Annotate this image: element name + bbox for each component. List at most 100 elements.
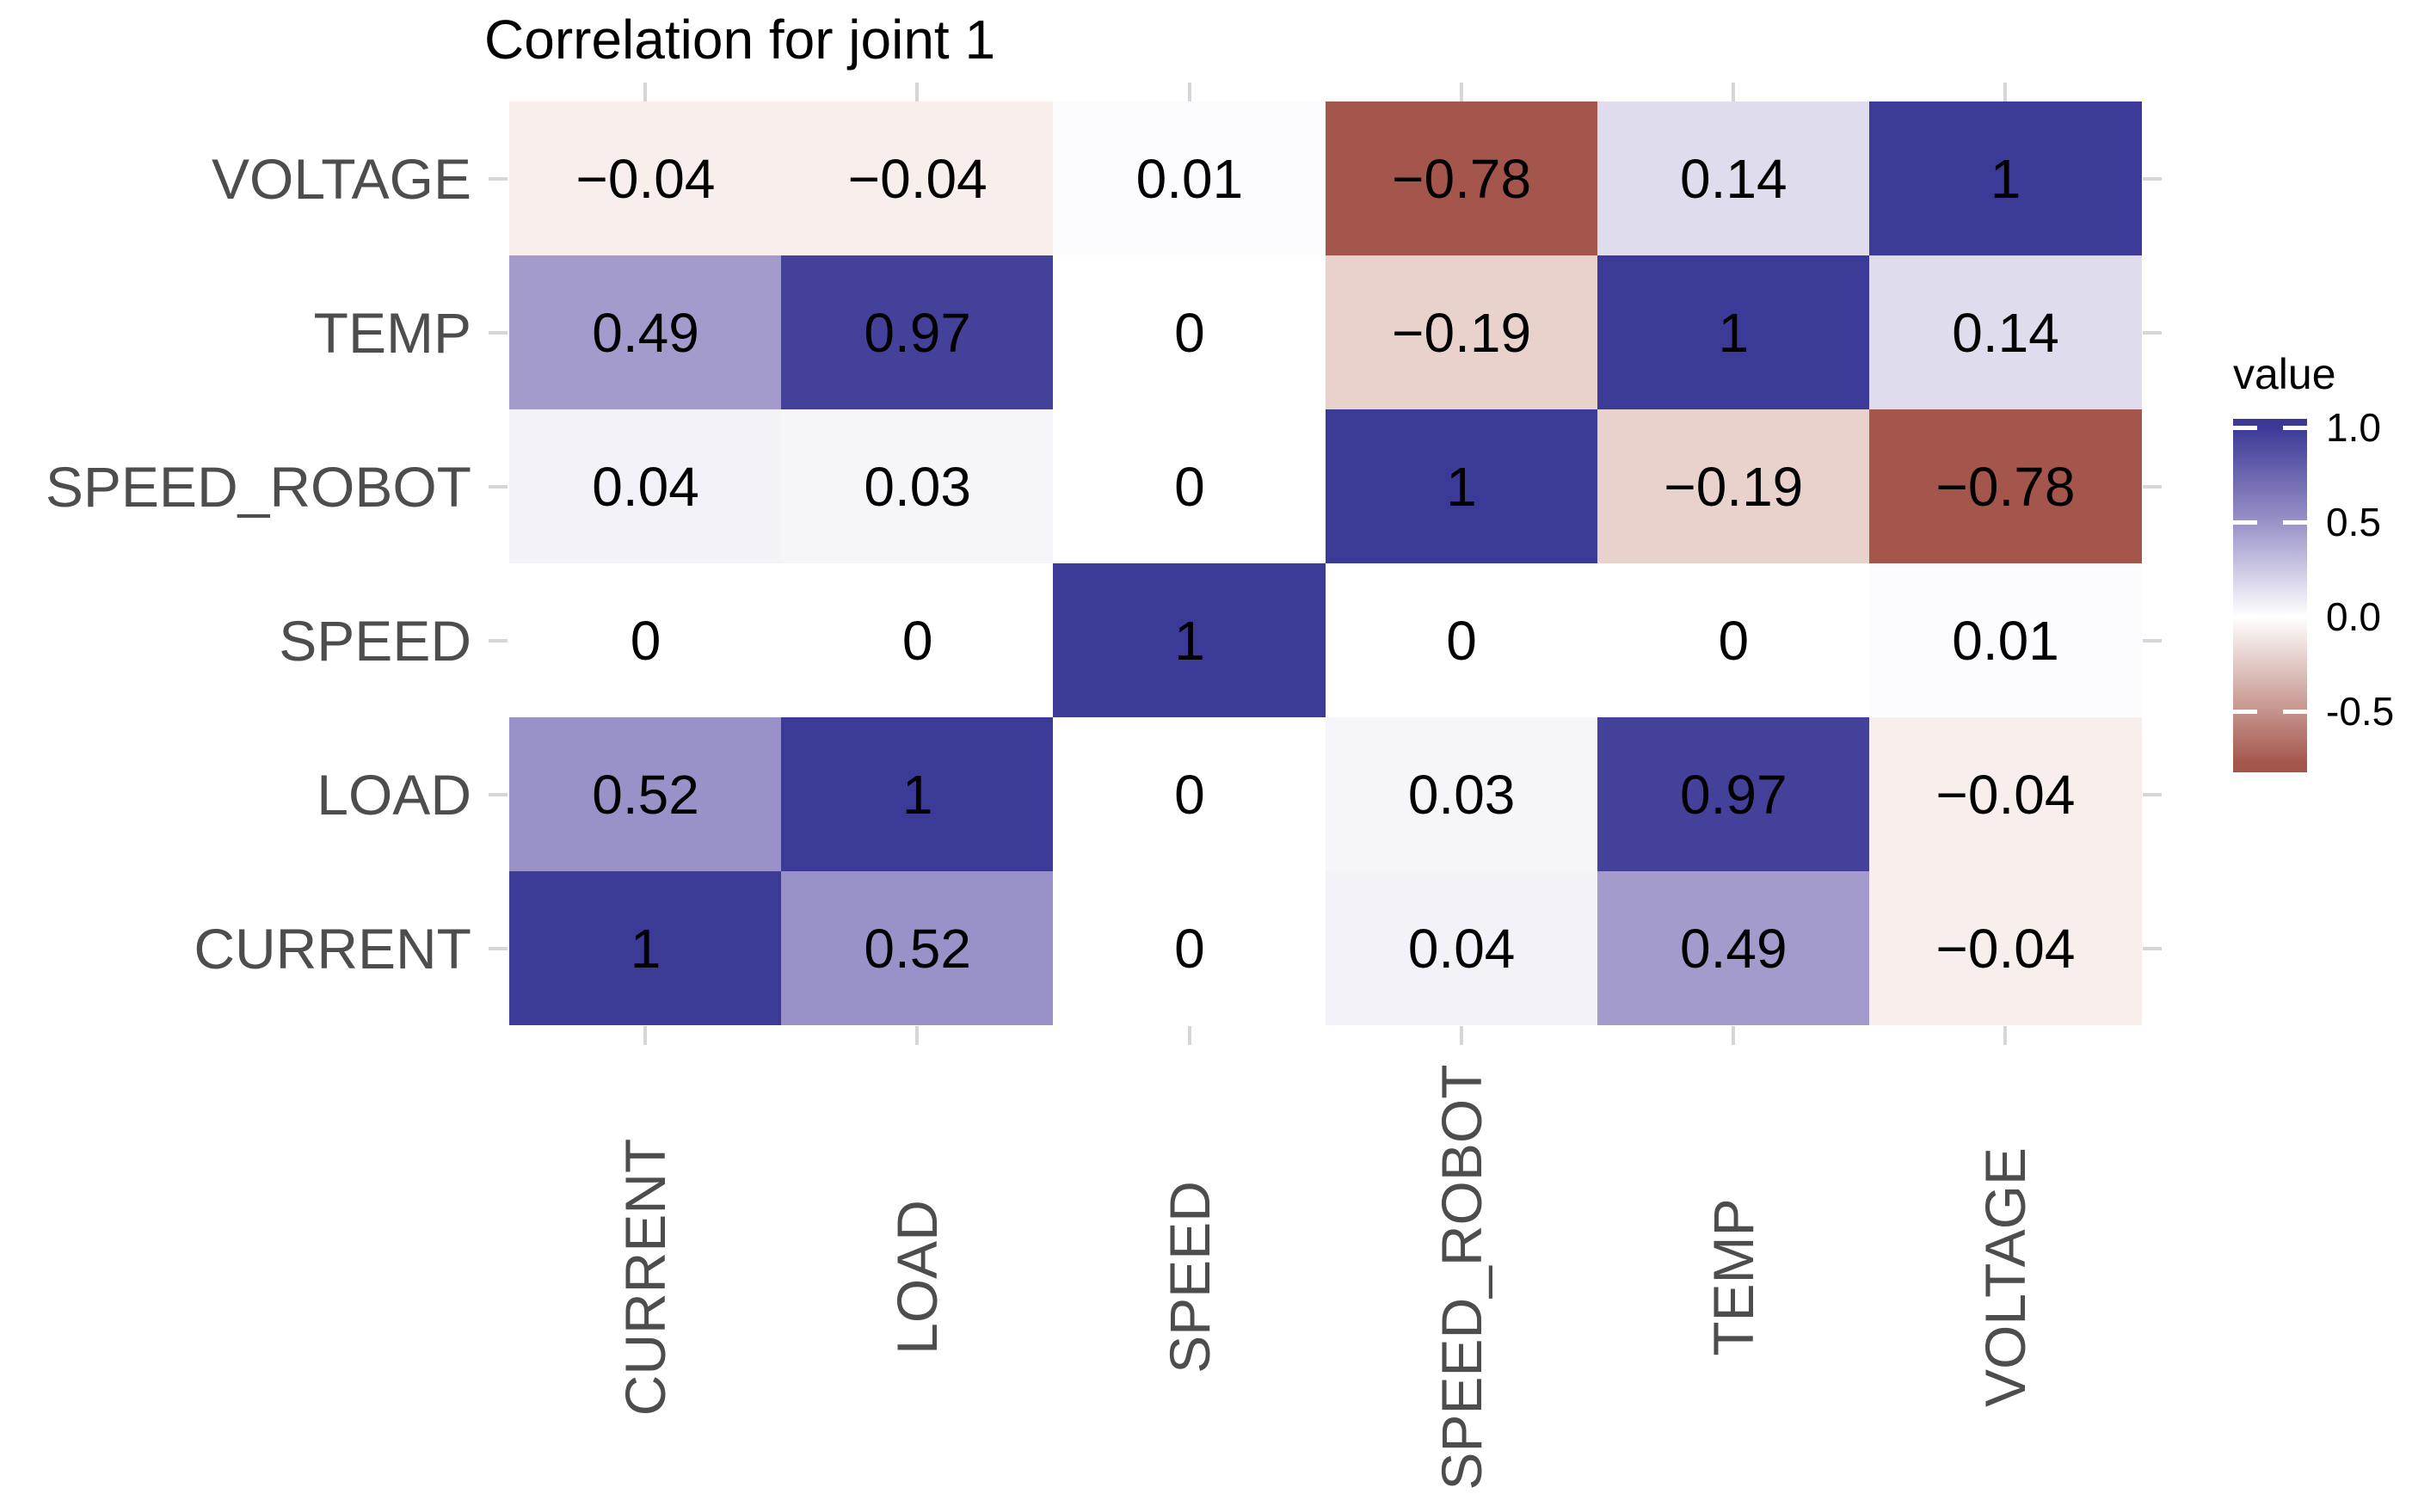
heatmap-cell: 0.97 (781, 255, 1055, 409)
y-axis-label: CURRENT (194, 916, 471, 980)
legend-tick-label: 0.5 (2326, 500, 2381, 544)
legend-tick-label: -0.5 (2326, 689, 2395, 734)
axis-tick-right (2143, 176, 2163, 181)
heatmap-cell: 0 (1053, 255, 1326, 409)
cell-value: 1 (1446, 455, 1477, 518)
legend-tick-mark (2283, 710, 2307, 714)
heatmap-cell: 1 (1869, 101, 2142, 255)
cell-value: 0.49 (1680, 917, 1787, 980)
chart-title: Correlation for joint 1 (484, 9, 996, 71)
axis-tick-left (489, 792, 508, 796)
axis-tick-top (2003, 83, 2008, 101)
axis-tick-top (915, 83, 920, 101)
axis-tick-left (489, 638, 508, 642)
y-axis-label: VOLTAGE (212, 146, 471, 211)
x-axis-label: SPEED (1157, 1181, 1221, 1374)
y-axis-label: LOAD (317, 762, 471, 827)
axis-tick-left (489, 176, 508, 181)
cell-value: −0.04 (575, 147, 716, 210)
axis-tick-bottom (643, 1026, 648, 1045)
legend-tick-mark (2283, 426, 2307, 430)
heatmap-cell: 1 (1325, 409, 1598, 563)
cell-value: −0.04 (847, 147, 988, 210)
cell-value: 0.52 (864, 917, 971, 980)
cell-value: 0.14 (1680, 147, 1787, 210)
cell-value: 0.49 (592, 301, 699, 364)
heatmap-cell: −0.04 (1869, 871, 2142, 1025)
heatmap-cell: 1 (509, 871, 782, 1025)
cell-value: 0 (1174, 763, 1205, 826)
x-axis-label: CURRENT (613, 1138, 678, 1417)
cell-value: 1 (1718, 301, 1750, 364)
heatmap-cell: 0 (1597, 563, 1870, 717)
heatmap-cell: 0.14 (1597, 101, 1870, 255)
heatmap-cell: 0 (1053, 871, 1326, 1025)
cell-value: −0.04 (1935, 917, 2076, 980)
cell-value: 0 (901, 609, 933, 672)
cell-value: −0.04 (1935, 763, 2076, 826)
heatmap-cell: 0 (1053, 717, 1326, 871)
heatmap-cell: 0 (1325, 563, 1598, 717)
legend-gradient-bar (2233, 419, 2307, 772)
cell-value: 0.52 (592, 763, 699, 826)
heatmap-cell: 0.03 (1325, 717, 1598, 871)
legend-tick-label: 0.0 (2326, 594, 2381, 639)
cell-value: 0.03 (1407, 763, 1516, 826)
heatmap-cell: −0.78 (1325, 101, 1598, 255)
cell-value: 0.04 (1407, 917, 1516, 980)
legend-tick-mark (2233, 520, 2257, 525)
axis-tick-bottom (1731, 1026, 1735, 1045)
y-axis-label: SPEED_ROBOT (45, 454, 471, 519)
heatmap-cell: 0.52 (509, 717, 782, 871)
cell-value: 1 (1174, 609, 1205, 672)
axis-tick-left (489, 484, 508, 489)
heatmap-cell: 0.01 (1869, 563, 2142, 717)
legend-title: value (2233, 350, 2336, 398)
heatmap-cell: 1 (1053, 563, 1326, 717)
cell-value: 0 (1174, 917, 1205, 980)
y-axis-label: SPEED (279, 608, 471, 673)
cell-value: 0 (1446, 609, 1477, 672)
cell-value: 0 (630, 609, 661, 672)
axis-tick-left (489, 946, 508, 950)
cell-value: 0.03 (864, 455, 971, 518)
axis-tick-top (1187, 83, 1191, 101)
legend-tick-mark (2283, 615, 2307, 619)
cell-value: −0.78 (1935, 455, 2076, 518)
heatmap-cell: −0.19 (1325, 255, 1598, 409)
axis-tick-top (1731, 83, 1735, 101)
heatmap-cell: 0.04 (509, 409, 782, 563)
axis-tick-bottom (2003, 1026, 2008, 1045)
cell-value: 0.97 (1680, 763, 1787, 826)
cell-value: 0 (1718, 609, 1750, 672)
heatmap-cell: −0.04 (509, 101, 782, 255)
heatmap-cell: 0.03 (781, 409, 1055, 563)
axis-tick-top (1459, 83, 1463, 101)
x-axis-label: LOAD (885, 1200, 950, 1355)
legend-tick-mark (2283, 520, 2307, 525)
cell-value: 1 (901, 763, 933, 826)
legend-tick-mark (2233, 615, 2257, 619)
axis-tick-right (2143, 792, 2163, 796)
cell-value: 1 (1990, 147, 2021, 210)
heatmap-cell: 0.97 (1597, 717, 1870, 871)
heatmap-cell: 1 (781, 717, 1055, 871)
heatmap-cell: 0 (1053, 409, 1326, 563)
heatmap-cell: 0.52 (781, 871, 1055, 1025)
x-axis-label: TEMP (1701, 1198, 1765, 1356)
axis-tick-bottom (1187, 1026, 1191, 1045)
heatmap-cell: 1 (1597, 255, 1870, 409)
axis-tick-bottom (915, 1026, 920, 1045)
y-axis-label: TEMP (313, 300, 471, 365)
x-axis-label: VOLTAGE (1973, 1147, 2038, 1407)
cell-value: 1 (630, 917, 661, 980)
cell-value: 0 (1174, 455, 1205, 518)
cell-value: −0.78 (1392, 147, 1532, 210)
heatmap-cell: 0.14 (1869, 255, 2142, 409)
heatmap-cell: −0.04 (1869, 717, 2142, 871)
axis-tick-bottom (1459, 1026, 1463, 1045)
axis-tick-right (2143, 638, 2163, 642)
heatmap-cell: −0.78 (1869, 409, 2142, 563)
cell-value: 0.97 (864, 301, 971, 364)
